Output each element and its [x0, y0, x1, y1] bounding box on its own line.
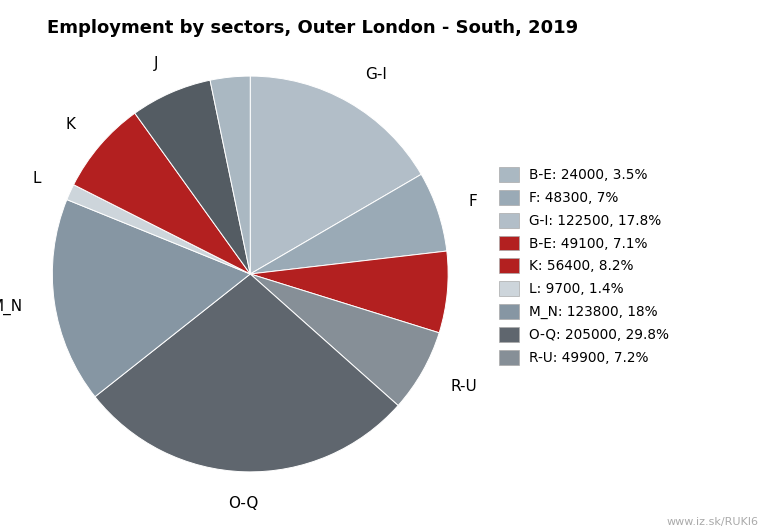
Wedge shape — [66, 185, 250, 274]
Wedge shape — [250, 251, 448, 333]
Text: Employment by sectors, Outer London - South, 2019: Employment by sectors, Outer London - So… — [47, 19, 579, 37]
Wedge shape — [210, 76, 250, 274]
Legend: B-E: 24000, 3.5%, F: 48300, 7%, G-I: 122500, 17.8%, B-E: 49100, 7.1%, K: 56400, : B-E: 24000, 3.5%, F: 48300, 7%, G-I: 122… — [500, 167, 669, 365]
Wedge shape — [135, 80, 250, 274]
Text: R-U: R-U — [450, 379, 477, 394]
Wedge shape — [52, 200, 250, 397]
Wedge shape — [250, 174, 447, 274]
Text: L: L — [33, 171, 41, 187]
Text: www.iz.sk/RUKI6: www.iz.sk/RUKI6 — [666, 517, 759, 527]
Wedge shape — [250, 274, 439, 405]
Text: M_N: M_N — [0, 298, 23, 314]
Text: O-Q: O-Q — [228, 496, 259, 511]
Wedge shape — [95, 274, 398, 472]
Text: K: K — [66, 117, 76, 132]
Wedge shape — [250, 76, 421, 274]
Text: F: F — [468, 194, 477, 209]
Text: J: J — [153, 56, 158, 71]
Wedge shape — [74, 113, 250, 274]
Text: G-I: G-I — [364, 68, 386, 82]
